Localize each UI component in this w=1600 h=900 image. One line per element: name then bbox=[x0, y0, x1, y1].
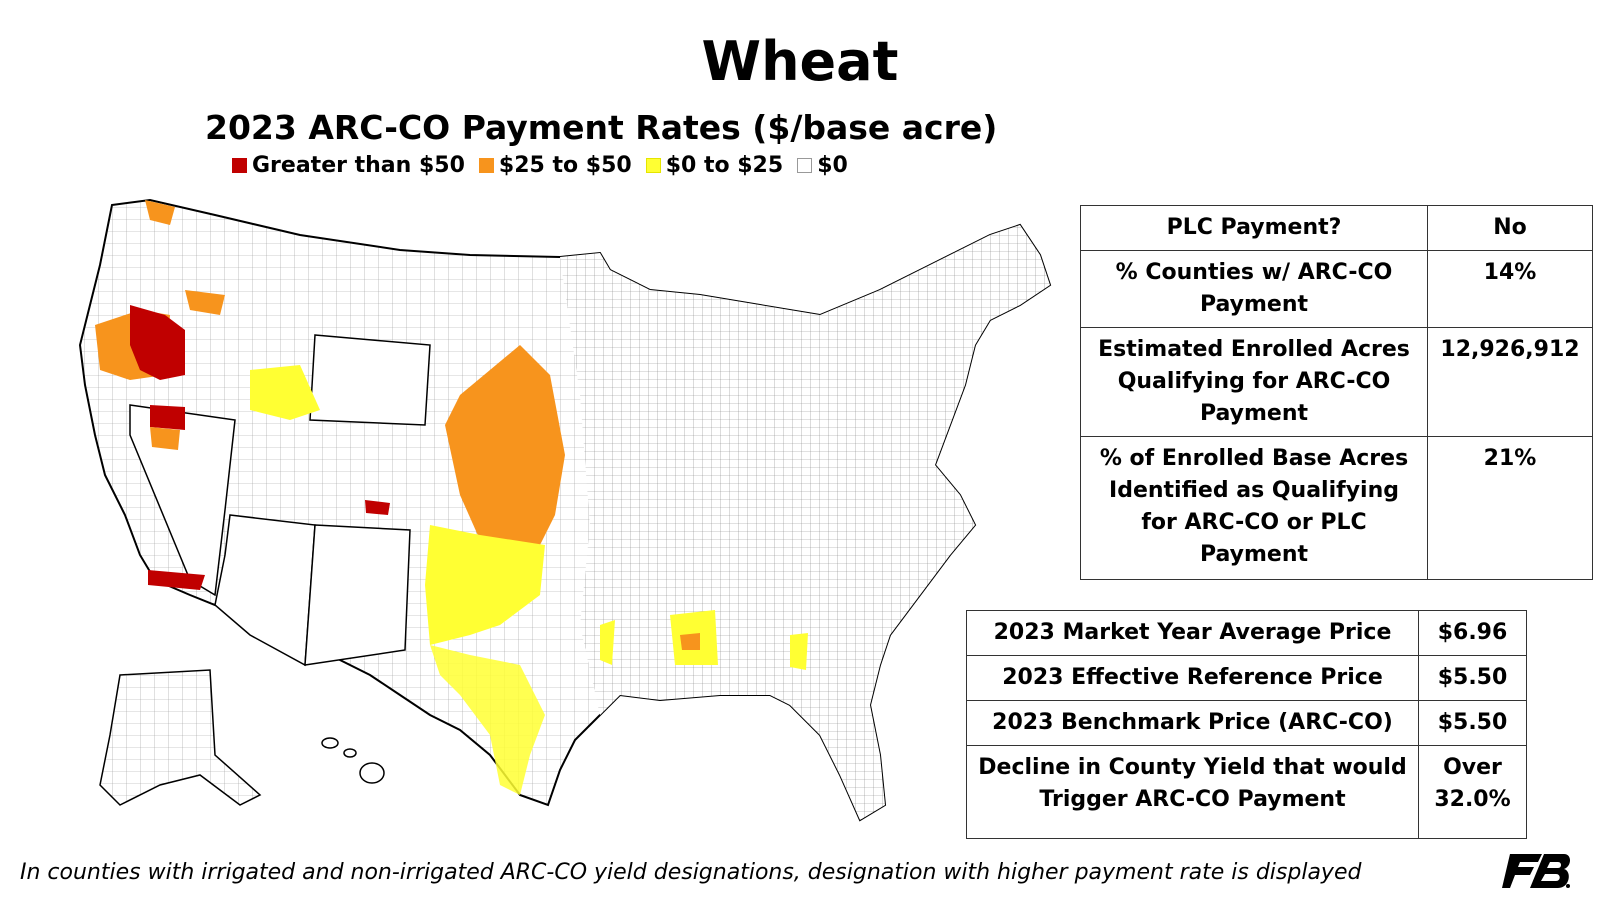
table-row: Decline in County Yield that would Trigg… bbox=[966, 745, 1527, 839]
region-25-to-50-washington bbox=[145, 200, 175, 225]
enrolled-base-acres-label: % of Enrolled Base Acres Identified as Q… bbox=[1080, 436, 1428, 580]
legend-label: $0 to $25 bbox=[665, 153, 784, 178]
eastern-counties bbox=[560, 225, 1050, 820]
table-row: 2023 Market Year Average Price $6.96 bbox=[966, 610, 1527, 656]
map-subtitle: 2023 ARC-CO Payment Rates ($/base acre) bbox=[205, 108, 998, 147]
market-year-price-value: $6.96 bbox=[1418, 610, 1527, 656]
wyoming-region bbox=[309, 334, 431, 426]
region-0-to-25-louisiana bbox=[600, 620, 615, 665]
plc-table: PLC Payment? No % Counties w/ ARC-CO Pay… bbox=[1080, 205, 1593, 580]
region-25-to-50-plains bbox=[445, 345, 565, 545]
region-25-to-50-mississippi bbox=[680, 633, 700, 650]
new-mexico-region bbox=[304, 524, 411, 666]
alaska-outline bbox=[99, 669, 262, 806]
footnote: In counties with irrigated and non-irrig… bbox=[20, 860, 1362, 885]
legend-item-25-to-50: $25 to $50 bbox=[478, 153, 632, 178]
region-greater-than-50-nevada bbox=[150, 405, 185, 430]
price-table: 2023 Market Year Average Price $6.96 202… bbox=[966, 610, 1527, 839]
yield-decline-value: Over 32.0% bbox=[1418, 745, 1527, 839]
market-year-price-label: 2023 Market Year Average Price bbox=[966, 610, 1419, 656]
table-row: % of Enrolled Base Acres Identified as Q… bbox=[1080, 436, 1593, 580]
farm-bureau-logo bbox=[1502, 854, 1570, 888]
nevada-region bbox=[129, 404, 236, 597]
region-greater-than-50-california bbox=[148, 570, 205, 590]
legend-swatch-white bbox=[797, 158, 813, 173]
plc-payment-value: No bbox=[1427, 205, 1593, 251]
legend-label: $0 bbox=[817, 153, 848, 178]
table-row: 2023 Effective Reference Price $5.50 bbox=[966, 655, 1527, 701]
hawaii-island-2 bbox=[343, 748, 357, 758]
benchmark-price-value: $5.50 bbox=[1418, 700, 1527, 746]
legend-item-zero: $0 bbox=[797, 153, 848, 178]
map-title: Wheat bbox=[701, 30, 899, 93]
table-row: 2023 Benchmark Price (ARC-CO) $5.50 bbox=[966, 700, 1527, 746]
effective-reference-price-label: 2023 Effective Reference Price bbox=[966, 655, 1419, 701]
legend-label: Greater than $50 bbox=[252, 153, 465, 178]
table-row: % Counties w/ ARC-CO Payment 14% bbox=[1080, 250, 1593, 328]
region-0-to-25-southern-plains bbox=[425, 525, 545, 645]
benchmark-price-label: 2023 Benchmark Price (ARC-CO) bbox=[966, 700, 1419, 746]
enrolled-acres-value: 12,926,912 bbox=[1427, 327, 1593, 437]
plc-payment-label: PLC Payment? bbox=[1080, 205, 1428, 251]
legend-item-greater-than-50: Greater than $50 bbox=[232, 153, 465, 178]
region-25-to-50-nevada bbox=[150, 427, 180, 450]
legend-swatch-red bbox=[232, 158, 247, 173]
effective-reference-price-value: $5.50 bbox=[1418, 655, 1527, 701]
region-greater-than-50-oregon bbox=[130, 305, 185, 380]
legend-label: $25 to $50 bbox=[498, 153, 632, 178]
counties-arc-co-value: 14% bbox=[1427, 250, 1593, 328]
enrolled-base-acres-value: 21% bbox=[1427, 436, 1593, 580]
table-row: PLC Payment? No bbox=[1080, 205, 1593, 251]
region-25-to-50-idaho bbox=[185, 290, 225, 315]
yield-decline-label: Decline in County Yield that would Trigg… bbox=[966, 745, 1419, 839]
legend: Greater than $50 $25 to $50 $0 to $25 $0 bbox=[232, 153, 848, 178]
region-0-to-25-texas bbox=[430, 645, 545, 795]
region-0-to-25-utah bbox=[250, 365, 320, 420]
arizona-region bbox=[214, 514, 316, 667]
legend-swatch-orange bbox=[478, 158, 494, 173]
table-row: Estimated Enrolled Acres Qualifying for … bbox=[1080, 327, 1593, 437]
hawaii-island-3 bbox=[359, 762, 385, 784]
legend-item-0-to-25: $0 to $25 bbox=[645, 153, 784, 178]
hawaii-island-1 bbox=[321, 737, 339, 749]
legend-swatch-yellow bbox=[645, 158, 661, 173]
counties-arc-co-label: % Counties w/ ARC-CO Payment bbox=[1080, 250, 1428, 328]
us-county-map bbox=[78, 198, 1052, 822]
region-greater-than-50-colorado bbox=[365, 500, 390, 515]
region-0-to-25-georgia bbox=[790, 633, 808, 670]
enrolled-acres-label: Estimated Enrolled Acres Qualifying for … bbox=[1080, 327, 1428, 437]
